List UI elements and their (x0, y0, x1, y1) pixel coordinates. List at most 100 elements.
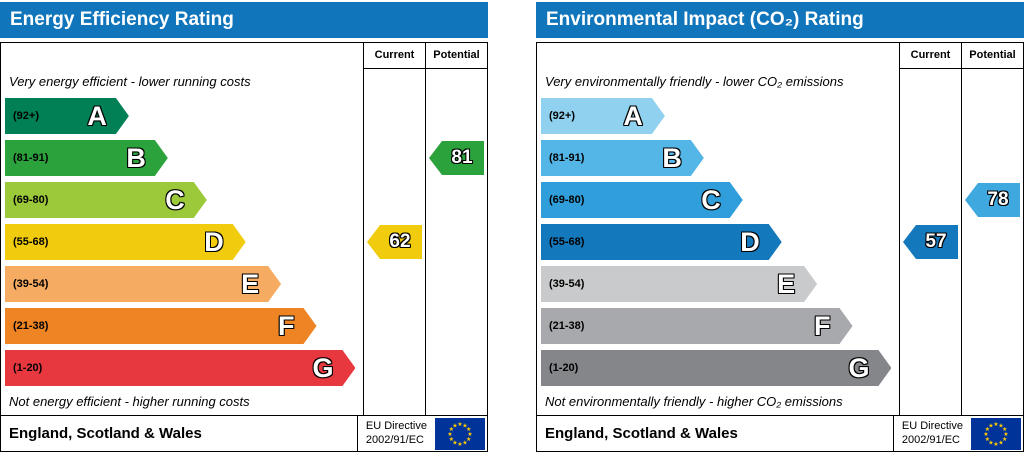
chart-footer: England, Scotland & Wales EU Directive 2… (1, 415, 487, 451)
svg-text:★: ★ (985, 436, 990, 443)
current-column: Current 62 (363, 43, 425, 415)
band-f-letter: F (278, 310, 295, 341)
co2-band-c-range: (69-80) (549, 194, 585, 206)
band-row: (81-91) B (541, 137, 895, 179)
band-row: (55-68) D (541, 221, 895, 263)
band-g-range: (1-20) (13, 362, 43, 374)
eu-directive-line1: EU Directive (901, 419, 963, 432)
co2-band-d-range: (55-68) (549, 236, 585, 248)
svg-text:★: ★ (457, 421, 462, 428)
chart-title: Environmental Impact (CO₂) Rating (536, 2, 1024, 38)
band-f: (21-38) F (5, 308, 317, 344)
co2-band-b-letter: B (662, 142, 682, 173)
potential-rating-pointer: 78 (965, 183, 1020, 217)
co2-band-e-range: (39-54) (549, 278, 585, 290)
eu-directive-label: EU Directive 2002/91/EC (356, 416, 435, 451)
eu-flag: ★ ★ ★ ★ ★ ★ ★ ★ ★ ★ ★ ★ (971, 416, 1023, 451)
band-d: (55-68) D (5, 224, 246, 260)
band-row: (21-38) F (5, 305, 359, 347)
potential-rating-pointer: 81 (429, 141, 484, 175)
band-b: (81-91) B (5, 140, 168, 176)
eu-directive-line2: 2002/91/EC (365, 433, 424, 446)
svg-text:★: ★ (998, 439, 1003, 446)
band-scale: (92+) A (81-91) B (69-80) C (55-68) D (39-54… (1, 95, 363, 389)
top-note: Very environmentally friendly - lower CO… (545, 74, 844, 89)
co2-band-b-range: (81-91) (549, 152, 585, 164)
energy-efficiency-rating-chart: Energy Efficiency Rating Very energy eff… (0, 2, 488, 452)
co2-band-a: (92+) A (541, 98, 665, 134)
potential-column: Potential 81 (425, 43, 487, 415)
band-row: (39-54) E (541, 263, 895, 305)
co2-band-f-range: (21-38) (549, 320, 585, 332)
eu-directive-line2: 2002/91/EC (901, 433, 960, 446)
current-rating-pointer: 57 (903, 225, 958, 259)
svg-text:★: ★ (466, 426, 471, 433)
band-row: (92+) A (541, 95, 895, 137)
co2-band-b: (81-91) B (541, 140, 704, 176)
current-column: Current 57 (899, 43, 961, 415)
current-rating-value: 62 (389, 231, 411, 252)
chart-box: Very environmentally friendly - lower CO… (536, 42, 1024, 452)
region-label: England, Scotland & Wales (9, 425, 202, 442)
svg-text:★: ★ (998, 422, 1003, 429)
co2-band-g-letter: G (848, 352, 870, 383)
co2-band-e: (39-54) E (541, 266, 817, 302)
top-note: Very energy efficient - lower running co… (9, 74, 251, 89)
svg-text:★: ★ (1003, 431, 1008, 438)
eu-flag: ★ ★ ★ ★ ★ ★ ★ ★ ★ ★ ★ ★ (435, 416, 487, 451)
co2-band-a-range: (92+) (549, 110, 575, 122)
potential-rating-value: 81 (451, 147, 473, 168)
band-a-range: (92+) (13, 110, 39, 122)
svg-text:★: ★ (462, 439, 467, 446)
band-d-range: (55-68) (13, 236, 49, 248)
svg-text:★: ★ (988, 422, 993, 429)
svg-text:★: ★ (449, 426, 454, 433)
band-g-letter: G (312, 352, 334, 383)
current-column-header: Current (364, 43, 425, 69)
current-column-header: Current (900, 43, 961, 69)
band-row: (55-68) D (5, 221, 359, 263)
co2-band-f-letter: F (814, 310, 831, 341)
band-row: (81-91) B (5, 137, 359, 179)
header-spacer (1, 43, 363, 69)
co2-band-a-letter: A (623, 100, 643, 131)
band-c-letter: C (165, 184, 185, 215)
co2-band-g-range: (1-20) (549, 362, 579, 374)
band-e: (39-54) E (5, 266, 281, 302)
svg-text:★: ★ (452, 422, 457, 429)
band-c-range: (69-80) (13, 194, 49, 206)
band-scale: (92+) A (81-91) B (69-80) C (55-68) D (39-54… (537, 95, 899, 389)
svg-text:★: ★ (447, 431, 452, 438)
band-f-range: (21-38) (13, 320, 49, 332)
potential-column-header: Potential (426, 43, 487, 69)
environmental-impact-rating-chart: Environmental Impact (CO₂) Rating Very e… (536, 2, 1024, 452)
svg-text:★: ★ (452, 439, 457, 446)
svg-text:★: ★ (1002, 426, 1007, 433)
co2-band-e-letter: E (777, 268, 796, 299)
potential-column: Potential 78 (961, 43, 1023, 415)
svg-text:★: ★ (449, 436, 454, 443)
svg-text:★: ★ (988, 439, 993, 446)
band-c: (69-80) C (5, 182, 207, 218)
bottom-note: Not environmentally friendly - higher CO… (545, 394, 843, 409)
header-spacer (537, 43, 899, 69)
svg-text:★: ★ (985, 426, 990, 433)
band-row: (1-20) G (541, 347, 895, 389)
band-e-letter: E (241, 268, 260, 299)
region-label: England, Scotland & Wales (545, 425, 738, 442)
potential-column-header: Potential (962, 43, 1023, 69)
eu-directive-line1: EU Directive (365, 419, 427, 432)
band-row: (21-38) F (541, 305, 895, 347)
svg-text:★: ★ (457, 441, 462, 448)
band-e-range: (39-54) (13, 278, 49, 290)
chart-title: Energy Efficiency Rating (0, 2, 488, 38)
co2-band-d: (55-68) D (541, 224, 782, 260)
co2-band-d-letter: D (740, 226, 760, 257)
co2-band-g: (1-20) G (541, 350, 891, 386)
band-g: (1-20) G (5, 350, 355, 386)
svg-text:★: ★ (993, 421, 998, 428)
band-row: (69-80) C (5, 179, 359, 221)
bottom-note: Not energy efficient - higher running co… (9, 394, 250, 409)
band-a: (92+) A (5, 98, 129, 134)
